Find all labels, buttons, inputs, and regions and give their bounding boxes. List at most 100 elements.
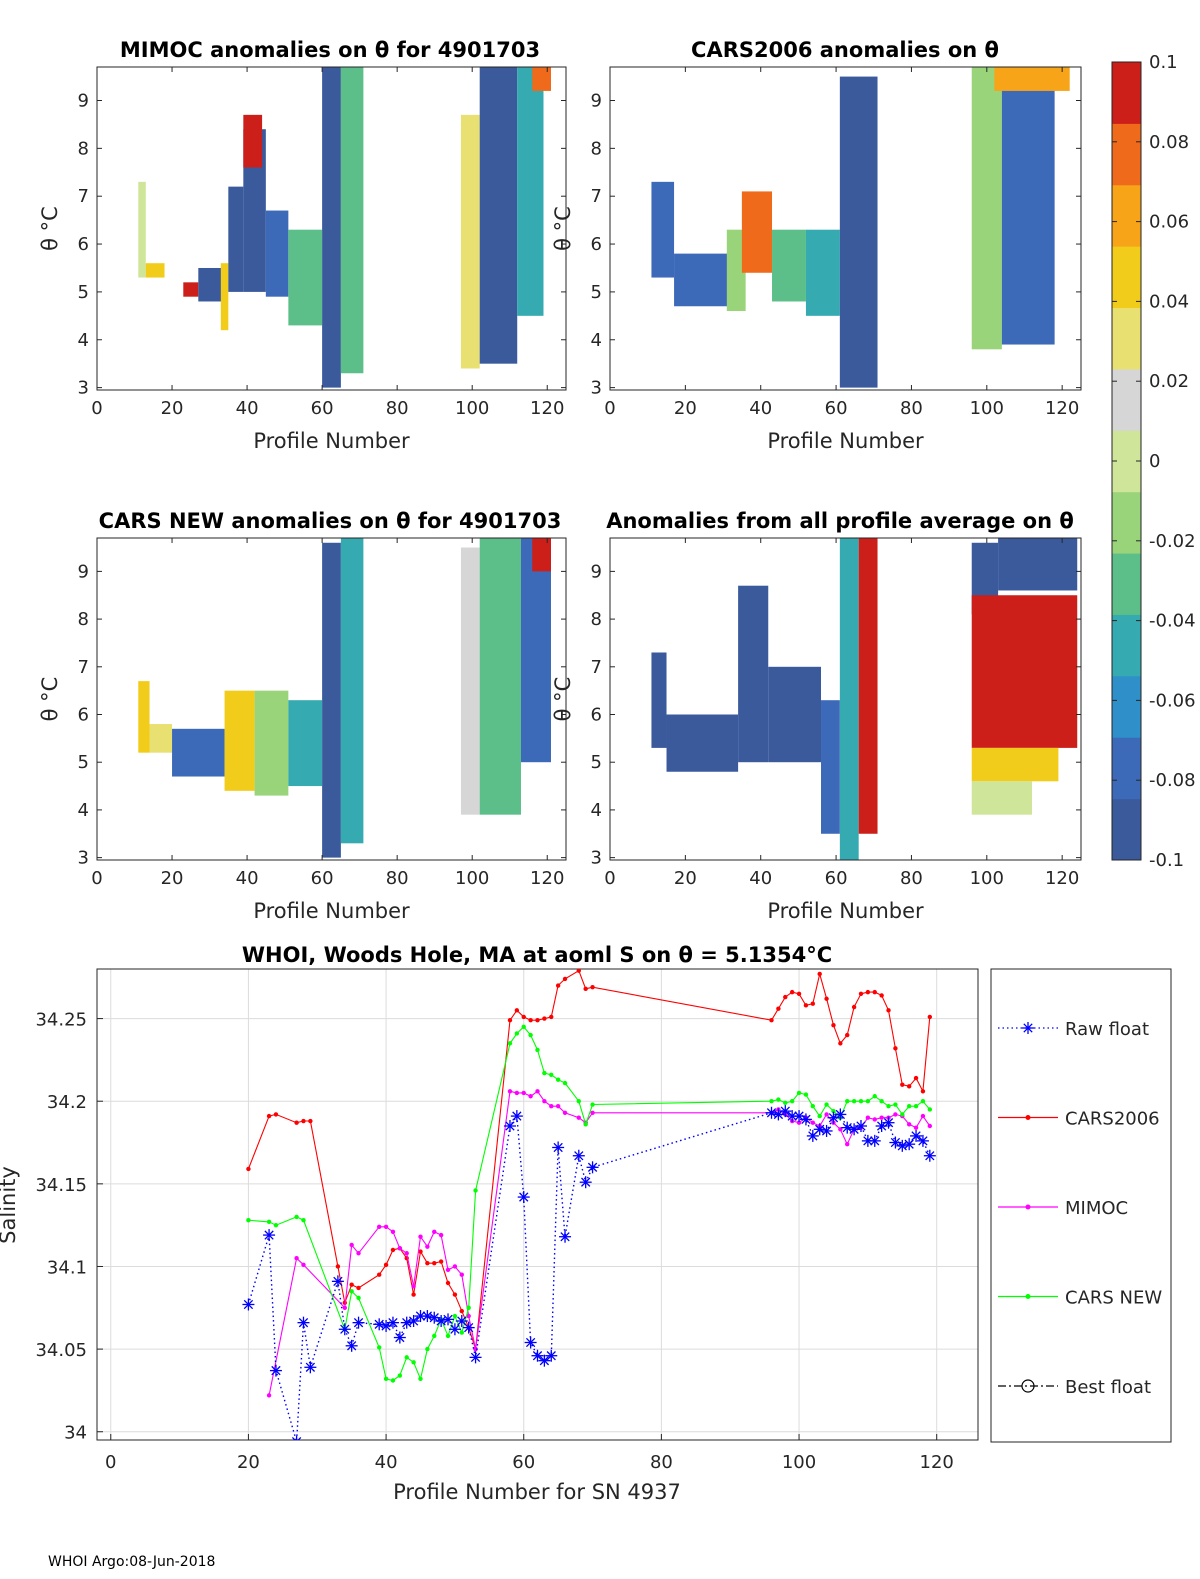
data-point	[913, 1125, 919, 1130]
data-point	[906, 1103, 912, 1109]
data-point	[879, 1099, 884, 1104]
legend-item: CARS NEW	[998, 1288, 1162, 1309]
data-point	[473, 1188, 478, 1193]
data-point	[301, 1262, 306, 1268]
y-tick-label: 3	[78, 378, 89, 399]
data-point	[376, 1272, 382, 1277]
data-point	[397, 1373, 403, 1378]
panel-cars2006: 0 20 40 60 80 100 120 3 4 5 6 7 8 9 Profile Number θ °C…	[551, 38, 1082, 453]
data-point	[432, 1260, 437, 1266]
data-point	[927, 1107, 933, 1112]
asterisk-marker	[304, 1361, 317, 1374]
y-axis-label: Salinity	[0, 1166, 20, 1244]
colorbar-segment	[1112, 307, 1141, 370]
x-tick-label: 20	[161, 398, 184, 419]
data-point	[542, 1016, 547, 1021]
x-axis-label: Profile Number	[253, 429, 410, 453]
y-tick-label: 5	[78, 752, 89, 773]
data-point	[528, 1094, 533, 1099]
data-point	[549, 1103, 554, 1109]
colorbar-tick-label: -0.02	[1149, 531, 1196, 552]
x-tick-label: 80	[386, 868, 409, 889]
x-tick-label: 20	[237, 1452, 260, 1473]
data-point	[521, 1090, 526, 1096]
data-point	[858, 991, 864, 996]
data-point	[796, 991, 802, 996]
data-point	[404, 1355, 409, 1360]
colorbar-tick-label: -0.1	[1149, 850, 1184, 871]
x-tick-label: 80	[900, 868, 923, 889]
data-point	[349, 1242, 354, 1248]
data-point	[294, 1256, 299, 1261]
data-point	[838, 1041, 843, 1046]
data-point	[418, 1249, 423, 1254]
asterisk-marker	[779, 1105, 792, 1118]
x-tick-label: 100	[455, 868, 489, 889]
x-axis-label: Profile Number for SN 4937	[393, 1480, 681, 1504]
x-tick-label: 40	[749, 868, 772, 889]
data-point	[342, 1305, 347, 1310]
data-point	[376, 1224, 382, 1230]
data-point	[590, 1110, 595, 1115]
x-tick-label: 20	[674, 868, 697, 889]
panel-mimoc: 0 20 40 60 80 100 120 3 4 5 6 7 8 9 Profile Number θ °C…	[38, 38, 567, 453]
data-point	[783, 1100, 788, 1106]
data-point	[418, 1234, 423, 1239]
data-point	[879, 993, 884, 998]
data-point	[590, 984, 595, 990]
y-tick-label: 7	[591, 657, 602, 678]
legend-marker	[1025, 1115, 1031, 1120]
anomaly-cell	[532, 67, 551, 91]
data-point	[865, 1115, 871, 1120]
colorbar-segment	[1112, 123, 1141, 186]
colorbar-segment	[1112, 368, 1141, 431]
anomaly-cell	[460, 114, 480, 369]
anomaly-cell	[994, 67, 1070, 91]
x-tick-label: 20	[161, 868, 184, 889]
asterisk-marker	[868, 1134, 881, 1147]
anomaly-cell	[340, 538, 364, 844]
y-tick-label: 9	[78, 561, 89, 582]
series-cars-new	[246, 1024, 933, 1383]
asterisk-marker	[910, 1129, 923, 1142]
data-point	[562, 1080, 568, 1086]
data-point	[886, 1008, 891, 1013]
asterisk-marker	[896, 1139, 909, 1152]
x-tick-label: 100	[970, 868, 1004, 889]
panel-allavg: 0 20 40 60 80 100 120 3 4 5 6 7 8 9 Profile Number θ °C…	[551, 509, 1082, 923]
data-point	[865, 989, 871, 995]
data-point	[390, 1378, 396, 1383]
data-point	[769, 1018, 774, 1023]
asterisk-marker	[882, 1116, 895, 1129]
asterisk-marker	[517, 1191, 530, 1204]
colorbar-tick-label: 0.1	[1149, 52, 1178, 73]
anomaly-cell	[138, 181, 146, 278]
data-point	[886, 1103, 891, 1109]
data-point	[900, 1112, 905, 1117]
data-point	[445, 1280, 451, 1286]
data-point	[246, 1218, 251, 1223]
data-point	[549, 1072, 554, 1077]
x-tick-label: 80	[386, 398, 409, 419]
anomaly-cell	[971, 781, 1033, 815]
anomaly-cell	[145, 263, 165, 278]
x-tick-label: 40	[749, 398, 772, 419]
asterisk-marker	[923, 1149, 936, 1162]
anomaly-cell	[971, 747, 1059, 782]
colorbar-segment	[1112, 614, 1141, 677]
asterisk-marker	[503, 1120, 516, 1132]
data-point	[831, 1022, 836, 1028]
data-point	[555, 983, 561, 988]
data-point	[789, 989, 795, 995]
y-tick-label: 34	[64, 1423, 87, 1444]
y-tick-label: 8	[78, 138, 89, 159]
data-point	[376, 1345, 382, 1350]
x-tick-label: 40	[375, 1452, 398, 1473]
anomaly-cell	[198, 267, 225, 302]
anomaly-cell	[149, 724, 173, 753]
y-axis-label: θ °C	[38, 206, 62, 251]
panel-title: MIMOC anomalies on θ for 4901703	[120, 38, 540, 62]
legend-label: Best float	[1065, 1377, 1151, 1398]
legend-label: CARS NEW	[1065, 1288, 1162, 1309]
